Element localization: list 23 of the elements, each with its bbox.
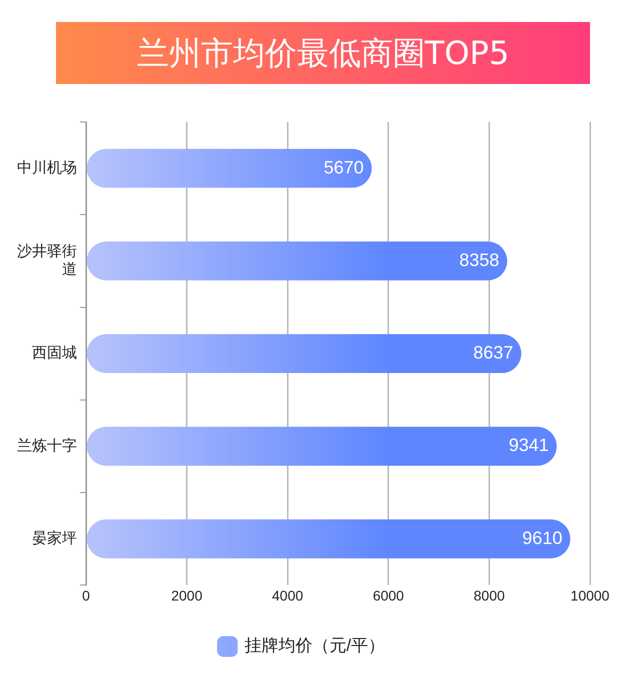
bar	[86, 519, 570, 558]
data-label: 9341	[508, 435, 549, 456]
y-tick-label: 沙井驿街道	[17, 243, 77, 278]
data-label: 9610	[522, 528, 562, 548]
bar	[86, 242, 508, 280]
x-tick-label: 0	[82, 587, 90, 604]
y-tick-label: 兰炼十字	[17, 437, 77, 454]
bar	[86, 334, 522, 374]
legend-label: 挂牌均价（元/平）	[244, 636, 386, 656]
chart-title: 兰州市均价最低商圈TOP5	[56, 22, 590, 84]
data-label: 8358	[459, 250, 500, 270]
y-tick-label: 西固城	[32, 344, 77, 362]
x-tick-label: 6000	[372, 587, 404, 604]
x-tick-label: 8000	[474, 587, 505, 604]
data-label: 8637	[473, 342, 514, 363]
x-tick-label: 2000	[171, 587, 203, 604]
bar	[86, 148, 372, 188]
y-tick-label: 晏家坪	[32, 530, 77, 548]
bar	[86, 426, 557, 466]
x-tick-label: 4000	[272, 587, 304, 604]
y-tick-label: 中川机场	[17, 159, 77, 176]
data-label: 5670	[324, 157, 364, 178]
x-tick-label: 10000	[570, 587, 610, 604]
